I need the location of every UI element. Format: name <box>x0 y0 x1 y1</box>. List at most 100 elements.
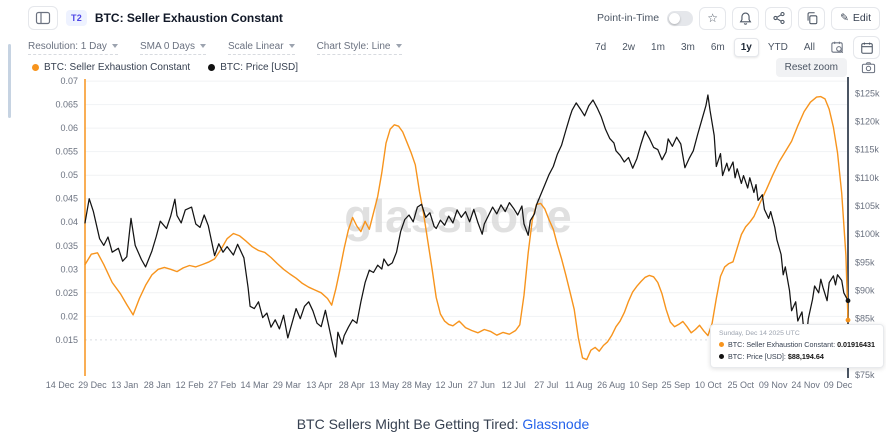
tooltip-date: Sunday, Dec 14 2025 UTC <box>719 330 800 337</box>
chevron-down-icon <box>111 44 118 48</box>
page-scrollbar[interactable] <box>8 44 11 118</box>
legend-row: BTC: Seller Exhaustion Constant BTC: Pri… <box>32 58 876 77</box>
left-axis-tick: 0.04 <box>60 217 78 227</box>
legend-actions: Reset zoom <box>775 58 876 77</box>
x-axis-tick: 10 Sep <box>629 380 658 390</box>
x-axis-tick: 29 Dec <box>78 380 107 390</box>
scale-dropdown[interactable]: Scale Linear <box>227 40 295 55</box>
left-axis-tick: 0.06 <box>60 123 78 133</box>
resolution-dropdown[interactable]: Resolution: 1 Day <box>28 41 118 55</box>
calendar-icon <box>860 42 873 54</box>
range-3m[interactable]: 3m <box>680 42 695 53</box>
legend: BTC: Seller Exhaustion Constant BTC: Pri… <box>32 62 298 73</box>
range-6m[interactable]: 6m <box>710 42 725 53</box>
caption-text: BTC Sellers Might Be Getting Tired: <box>296 416 523 432</box>
caption-link[interactable]: Glassnode <box>522 416 590 432</box>
x-axis-tick: 29 Mar <box>273 380 301 390</box>
legend-dot-orange <box>32 64 39 71</box>
x-axis-tick: 25 Sep <box>662 380 691 390</box>
custom-range-icon[interactable] <box>830 40 845 55</box>
chart-title: BTC: Seller Exhaustion Constant <box>94 11 283 25</box>
range-ytd[interactable]: YTD <box>767 42 788 53</box>
x-axis-tick: 28 May <box>402 380 432 390</box>
range-controls: 7d 2w 1m 3m 6m 1y YTD All <box>588 36 880 59</box>
range-1m[interactable]: 1m <box>651 42 665 53</box>
right-axis-tick: $100k <box>855 229 880 239</box>
right-axis-tick: $115k <box>855 145 879 155</box>
left-axis-tick: 0.015 <box>55 335 78 345</box>
chart-toolbar: Resolution: 1 Day SMA 0 Days Scale Linear C… <box>28 36 880 59</box>
tooltip-row: BTC: Seller Exhaustion Constant: 0.01916… <box>719 339 875 351</box>
reset-zoom-button[interactable]: Reset zoom <box>775 58 847 77</box>
left-axis-tick: 0.065 <box>55 100 78 110</box>
range-1y[interactable]: 1y <box>733 38 759 57</box>
left-axis-tick: 0.03 <box>60 264 78 274</box>
edit-button[interactable]: ✎ Edit <box>831 6 880 30</box>
glassnode-watermark: glassnode <box>344 190 572 242</box>
copy-icon <box>807 12 817 25</box>
x-axis-tick: 25 Oct <box>728 380 755 390</box>
screenshot-button[interactable] <box>861 60 876 75</box>
x-axis-tick: 12 Feb <box>176 380 204 390</box>
caption: BTC Sellers Might Be Getting Tired: Glas… <box>0 416 886 432</box>
legend-item-price[interactable]: BTC: Price [USD] <box>208 62 298 73</box>
point-in-time-label: Point-in-Time <box>597 12 660 24</box>
calendar-button[interactable] <box>853 36 880 59</box>
favorite-button[interactable]: ☆ <box>699 6 727 30</box>
right-axis-tick: $125k <box>855 88 880 98</box>
right-axis-tick: $95k <box>855 257 875 267</box>
alerts-button[interactable] <box>732 6 760 30</box>
time-range-group: 7d 2w 1m 3m 6m 1y YTD All <box>588 38 822 57</box>
chevron-down-icon <box>199 44 206 48</box>
left-axis-tick: 0.055 <box>55 147 78 157</box>
tooltip-series-dot <box>719 342 724 348</box>
sma-dropdown[interactable]: SMA 0 Days <box>139 40 206 55</box>
range-2w[interactable]: 2w <box>622 42 636 53</box>
tier-badge: T2 <box>66 10 87 26</box>
dropdown-label: Chart Style: Line <box>316 40 391 52</box>
legend-label: BTC: Seller Exhaustion Constant <box>44 62 191 73</box>
legend-label: BTC: Price [USD] <box>220 62 298 73</box>
left-axis-tick: 0.05 <box>60 170 78 180</box>
share-button[interactable] <box>765 6 793 30</box>
star-icon: ☆ <box>707 11 718 25</box>
legend-dot-black <box>208 64 216 71</box>
dropdown-label: Scale Linear <box>227 40 284 52</box>
x-axis-tick: 11 Aug <box>565 380 592 390</box>
chart-style-dropdown[interactable]: Chart Style: Line <box>316 40 402 55</box>
collapse-panel-button[interactable] <box>28 6 58 30</box>
camera-icon <box>861 62 876 74</box>
x-axis-tick: 14 Dec <box>46 380 75 390</box>
x-axis-tick: 12 Jul <box>502 380 526 390</box>
range-all[interactable]: All <box>803 42 815 53</box>
chart-tooltip: Sunday, Dec 14 2025 UTC BTC: Seller Exha… <box>710 324 885 369</box>
left-axis-tick: 0.07 <box>60 76 78 86</box>
x-axis-tick: 10 Oct <box>695 380 722 390</box>
x-axis-tick: 13 May <box>369 380 399 390</box>
point-in-time-toggle[interactable] <box>667 10 694 26</box>
pencil-icon: ✎ <box>840 12 849 24</box>
right-axis-tick: $90k <box>855 286 875 296</box>
chevron-down-icon <box>288 44 295 48</box>
x-axis-tick: 26 Aug <box>597 380 625 390</box>
left-axis-tick: 0.025 <box>55 288 78 298</box>
dropdown-label: SMA 0 Days <box>139 40 195 52</box>
left-axis-tick: 0.035 <box>55 241 78 251</box>
legend-item-seller-exhaustion[interactable]: BTC: Seller Exhaustion Constant <box>32 62 190 73</box>
left-axis-tick: 0.02 <box>60 311 78 321</box>
range-7d[interactable]: 7d <box>595 42 607 53</box>
chart-plot-area[interactable]: glassnode 0.07 0.065 0.06 0.055 0.05 0.045 0.04… <box>0 74 886 408</box>
x-axis-tick: 14 Mar <box>240 380 268 390</box>
x-axis-tick: 24 Nov <box>791 380 820 390</box>
right-axis-tick: $120k <box>855 117 880 127</box>
settings-dropdowns: Resolution: 1 Day SMA 0 Days Scale Linear C… <box>28 41 402 55</box>
x-axis-tick: 12 Jun <box>435 380 462 390</box>
left-axis-tick: 0.045 <box>55 194 78 204</box>
chart-header: T2 BTC: Seller Exhaustion Constant Point… <box>28 5 880 31</box>
right-axis-tick: $105k <box>855 201 880 211</box>
x-axis-tick: 27 Jun <box>468 380 495 390</box>
series-end-dot <box>845 298 851 304</box>
panel-icon <box>35 11 51 25</box>
copy-button[interactable] <box>798 6 826 30</box>
